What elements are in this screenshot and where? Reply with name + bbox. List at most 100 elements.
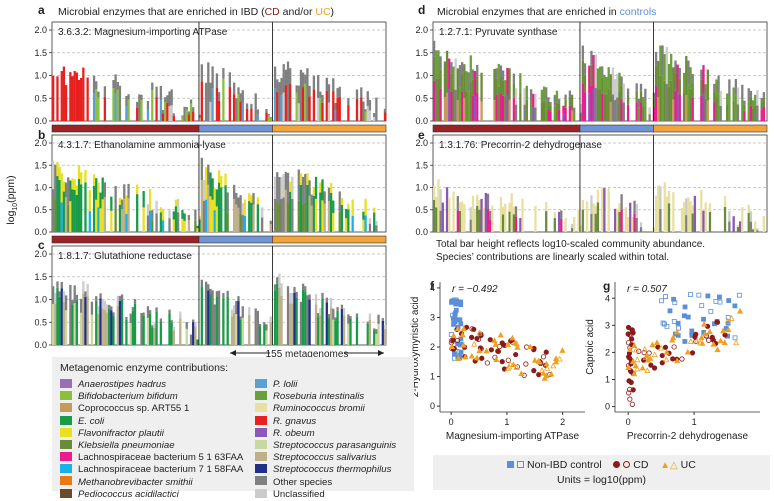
point-cd — [648, 362, 654, 368]
bar-segment — [267, 113, 270, 116]
bar-segment — [146, 306, 150, 318]
note-line-1: Total bar height reflects log10-scaled c… — [436, 239, 705, 250]
point-uc — [626, 346, 634, 353]
bar-segment — [473, 210, 477, 232]
point-uc — [643, 352, 650, 359]
point-cd — [540, 354, 547, 360]
bar-segment — [321, 102, 324, 121]
bar-segment — [573, 113, 576, 121]
bar-segment — [614, 208, 617, 232]
bar-segment — [754, 105, 757, 121]
bar-segment — [301, 176, 305, 205]
legend-label: R. gnavus — [273, 415, 317, 427]
y-tick-label: 1.0 — [34, 71, 47, 81]
bar-segment — [501, 95, 505, 121]
bar-segment — [73, 285, 76, 304]
bar-segment — [445, 50, 449, 93]
bar-segment — [95, 199, 98, 232]
arrow-head-left — [230, 350, 236, 356]
bar-segment — [501, 214, 505, 232]
point-cd — [531, 368, 537, 374]
bar-segment — [170, 320, 173, 323]
legend-item: Streptococcus thermophilus — [255, 464, 396, 476]
species-legend-column-2: P. lolii Roseburia intestinalis Ruminococc… — [255, 378, 396, 501]
bar-segment — [508, 68, 511, 100]
bar-segment — [194, 321, 197, 327]
group-strip-non-ibd — [198, 235, 273, 244]
y-tick-label: 0.0 — [415, 227, 428, 237]
bar-segment — [252, 192, 255, 205]
panel-subtitle: 1.3.1.76: Precorrin-2 dehydrogenase — [439, 140, 602, 151]
bar-segment — [437, 78, 440, 121]
bar-segment — [92, 174, 96, 186]
bar-segment — [553, 94, 556, 106]
bar-segment — [215, 206, 219, 232]
bar-segment — [682, 72, 686, 93]
legend-item: Pediococcus acidilactici — [60, 488, 243, 501]
bar-segment — [200, 157, 203, 181]
bar-segment — [461, 73, 464, 92]
bar-segment — [383, 324, 387, 329]
bar-segment — [327, 187, 331, 202]
bar-segment — [334, 317, 337, 321]
bar-segment — [226, 296, 229, 345]
bar-segment — [237, 197, 240, 208]
header-ctrl: controls — [620, 6, 657, 18]
bar-segment — [760, 97, 763, 103]
bar-segment — [435, 207, 438, 232]
bar-segment — [125, 213, 128, 232]
bar-segment — [743, 104, 746, 111]
scatter-legend-groups: Non-IBD control CD ▲△ UC — [433, 459, 770, 471]
point-cd — [626, 390, 632, 396]
bar-segment — [241, 306, 244, 318]
bar-segment — [230, 309, 234, 317]
bar-segment — [304, 292, 307, 345]
bar-segment — [607, 88, 610, 121]
bar-segment — [728, 95, 731, 121]
bar-segment — [151, 327, 154, 345]
bar-segment — [504, 203, 507, 232]
bar-segment — [97, 306, 100, 315]
bar-segment — [237, 296, 240, 302]
bar-segment — [276, 91, 279, 121]
bar-segment — [450, 62, 453, 74]
bar-segment — [103, 96, 107, 121]
bar-segment — [616, 74, 619, 98]
bar-segment — [540, 89, 544, 103]
bar-segment — [476, 194, 479, 206]
bar-segment — [261, 217, 264, 232]
bar-segment — [366, 321, 369, 324]
bar-segment — [226, 212, 229, 232]
bar-segment — [233, 304, 236, 313]
bar-segment — [620, 194, 623, 210]
bar-segment — [762, 106, 765, 121]
point-ctrl — [682, 313, 687, 319]
bar-segment — [469, 207, 472, 220]
bar-segment — [146, 215, 150, 232]
bar-segment — [56, 281, 59, 288]
bar-segment — [639, 102, 643, 121]
bar-segment — [64, 197, 68, 232]
bar-segment — [549, 105, 552, 112]
bar-segment — [235, 314, 238, 345]
point-cd — [693, 331, 699, 337]
bar-segment — [118, 295, 122, 301]
legend-item: Flavonifractor plautii — [60, 427, 243, 440]
bar-segment — [299, 69, 303, 121]
bar-segment — [295, 85, 298, 93]
bar-segment — [555, 90, 559, 103]
point-uc — [673, 328, 681, 335]
bar-segment — [583, 63, 587, 75]
point-ctrl — [457, 317, 463, 323]
bar-segment — [56, 287, 59, 345]
bar-segment — [62, 191, 66, 232]
panel-letter-b: b — [38, 128, 45, 142]
bar-segment — [609, 74, 612, 103]
bar-segment — [476, 205, 479, 232]
bar-segment — [301, 87, 305, 121]
point-uc — [663, 348, 670, 355]
point-ctrl — [660, 320, 666, 326]
bar-segment — [375, 225, 378, 232]
bar-segment — [161, 220, 165, 232]
bar-segment — [751, 228, 755, 230]
